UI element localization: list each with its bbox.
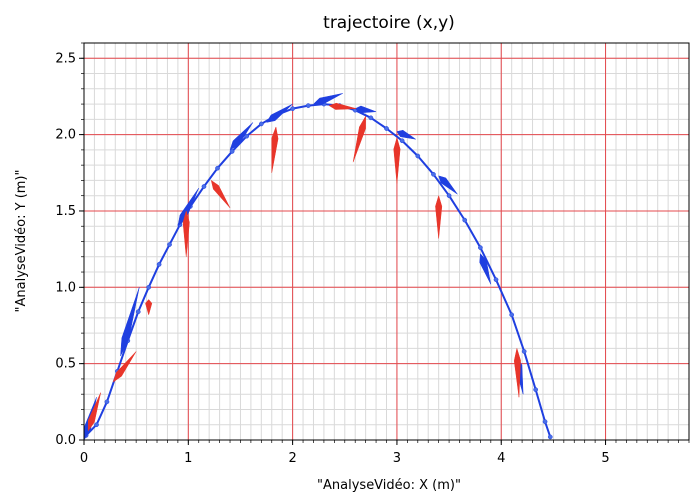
trajectory-point [521, 349, 527, 354]
x-axis: 0 1 2 3 4 5 [80, 440, 690, 466]
y-tick-label: 2.5 [55, 51, 76, 66]
trajectory-point [462, 217, 468, 223]
trajectory-point [431, 171, 436, 177]
trajectory-point [478, 245, 483, 250]
trajectory-point [244, 133, 250, 139]
acceleration-vector [328, 102, 357, 110]
velocity-vector [354, 105, 377, 114]
acceleration-vector [182, 210, 190, 257]
acceleration-vector [145, 299, 153, 316]
y-tick-label: 0.5 [55, 357, 76, 372]
acceleration-vector [112, 351, 137, 383]
trajectory-point [146, 284, 152, 290]
x-axis-label: "AnalyseVidéo: X (m)" [317, 478, 461, 493]
trajectory-point [135, 309, 141, 315]
chart-title: trajectoire (x,y) [323, 13, 455, 33]
acceleration-vector [513, 347, 521, 398]
y-tick-label: 2.0 [55, 128, 76, 143]
acceleration-vector [87, 392, 101, 432]
trajectory-point [368, 115, 374, 121]
trajectory-point [215, 165, 220, 171]
velocity-vector [229, 122, 254, 151]
x-tick-label: 1 [184, 451, 192, 466]
velocity-vector [266, 103, 293, 123]
y-axis: 0.0 0.5 1.0 1.5 2.0 2.5 [55, 42, 84, 448]
trajectory-point [542, 419, 548, 425]
trajectory-point [258, 121, 264, 127]
velocity-vector [396, 129, 416, 140]
y-axis-label: "AnalyseVidéo: Y (m)" [14, 170, 29, 313]
trajectory-point [533, 387, 539, 392]
acceleration-vector [271, 126, 279, 173]
velocity-vector [479, 253, 492, 285]
velocity-vector [120, 287, 140, 357]
trajectory-point [384, 126, 389, 131]
trajectory-point [509, 312, 515, 318]
trajectory-point [167, 242, 172, 247]
trajectory-point [94, 422, 99, 428]
trajectory-layer [83, 101, 553, 440]
trajectory-point [290, 106, 295, 112]
x-tick-label: 4 [497, 451, 505, 466]
x-tick-label: 2 [288, 451, 296, 466]
y-tick-label: 0.0 [55, 433, 76, 448]
trajectory-point [399, 138, 405, 144]
y-tick-label: 1.0 [55, 280, 76, 295]
trajectory-point [104, 399, 110, 405]
x-tick-label: 3 [393, 451, 401, 466]
x-tick-label: 5 [601, 451, 609, 466]
velocity-vector [312, 93, 343, 105]
acceleration-vector [393, 136, 401, 184]
trajectory-point [446, 193, 452, 199]
velocity-vector [438, 175, 458, 195]
x-tick-label: 0 [80, 451, 88, 466]
minor-grid [83, 42, 690, 441]
acceleration-vectors [87, 102, 521, 432]
acceleration-vector [435, 194, 443, 239]
trajectory-point [493, 277, 499, 283]
trajectory-point [415, 153, 421, 159]
trajectory-point [156, 262, 162, 267]
trajectory-point [229, 149, 235, 154]
y-tick-label: 1.5 [55, 204, 76, 219]
trajectory-point [547, 434, 553, 440]
trajectory-line [85, 103, 552, 438]
trajectory-point [305, 103, 311, 108]
trajectory-point [201, 184, 207, 189]
acceleration-vector [210, 179, 231, 209]
acceleration-vector [352, 115, 366, 163]
